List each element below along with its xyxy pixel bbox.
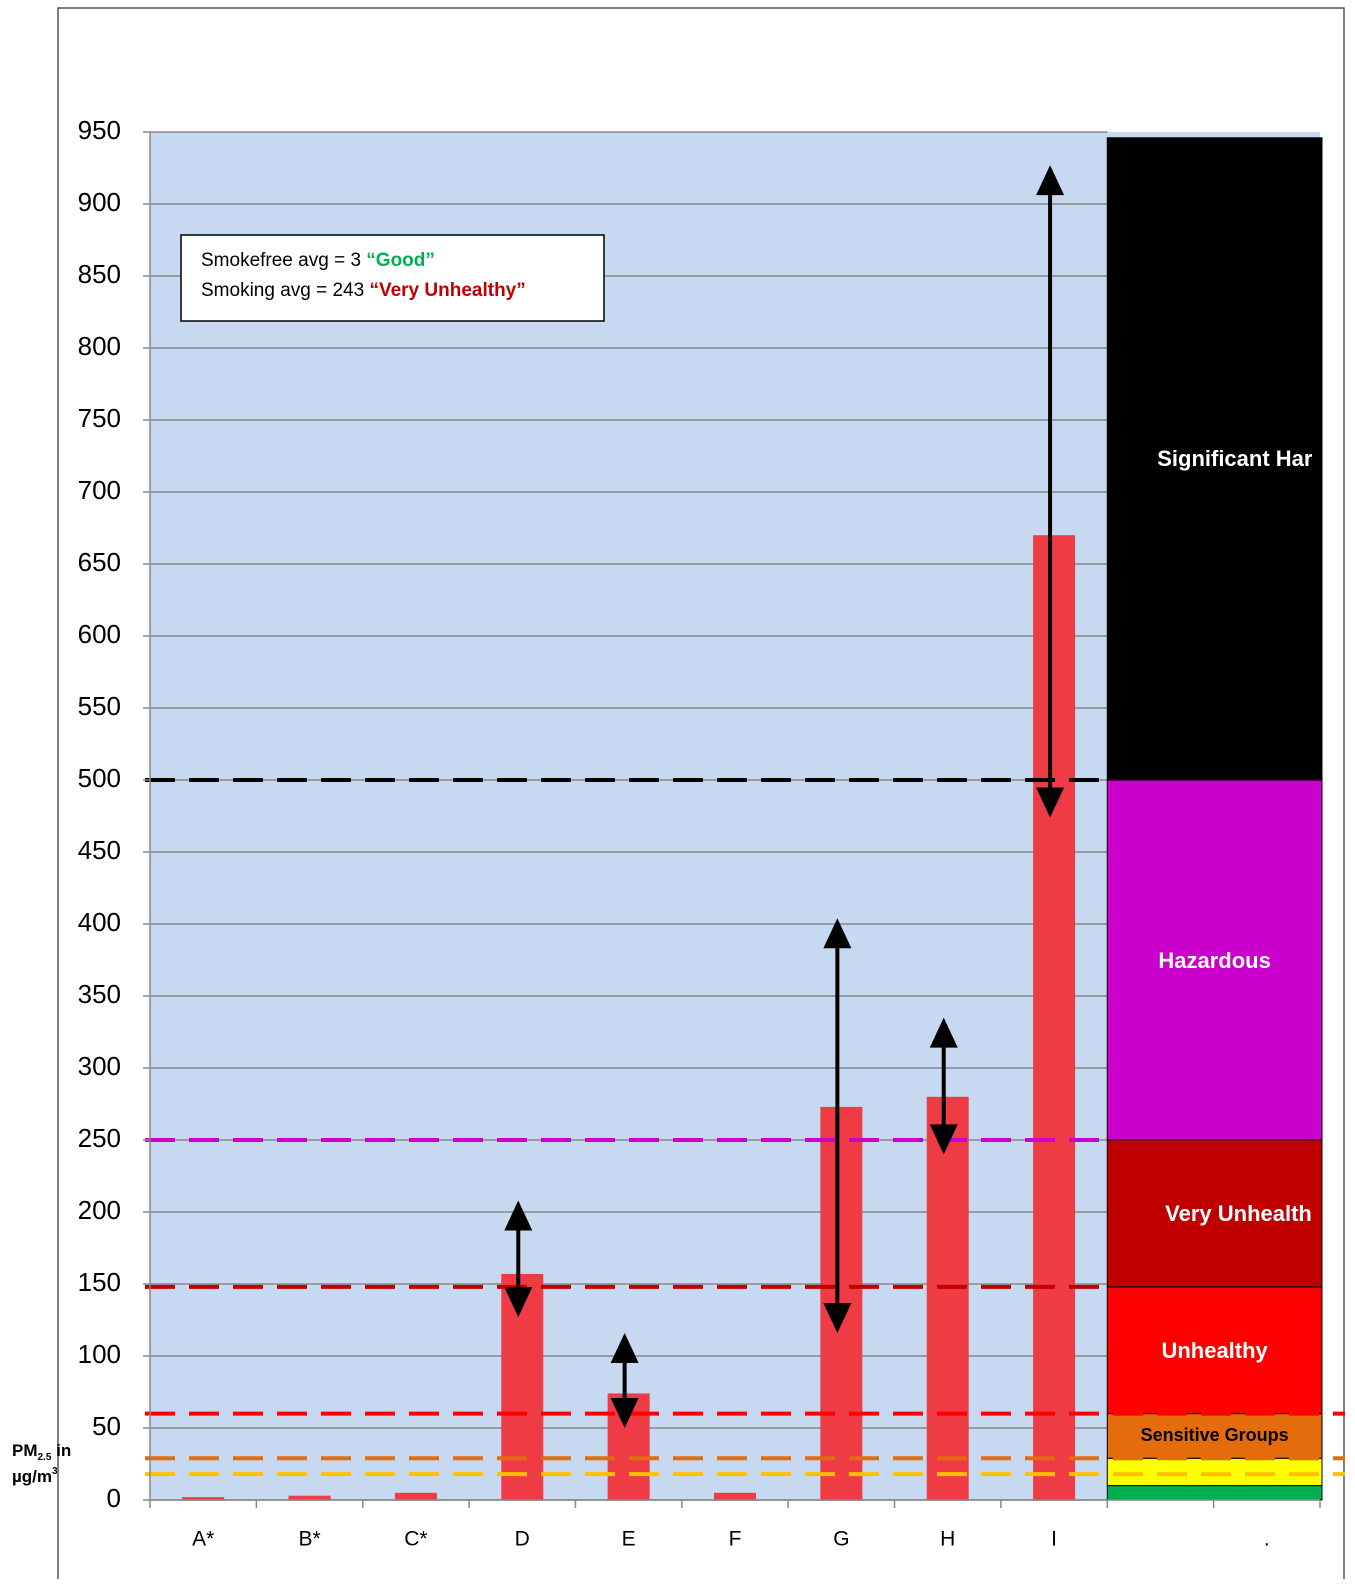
arrow-head bbox=[1036, 165, 1065, 196]
y-tick-label: 0 bbox=[107, 1483, 121, 1513]
x-tick-label: F bbox=[729, 1528, 742, 1551]
arrow-head bbox=[610, 1398, 639, 1428]
arrow-head bbox=[504, 1287, 533, 1318]
range-arrow bbox=[823, 918, 852, 1333]
annotation-line: Smokefree avg = 3 “Good” bbox=[201, 250, 435, 271]
y-tick-label: 900 bbox=[78, 187, 121, 217]
bars bbox=[182, 535, 1076, 1500]
y-tick-label: 50 bbox=[92, 1411, 121, 1441]
aqi-band bbox=[1106, 137, 1323, 781]
band-label-box: Hazardous bbox=[1158, 947, 1271, 973]
band-label-box: Very Unhealthy bbox=[1165, 1200, 1312, 1226]
arrow-head bbox=[610, 1332, 639, 1363]
y-tick-label: 850 bbox=[78, 259, 121, 289]
y-tick-label: 350 bbox=[78, 979, 121, 1009]
aqi-band bbox=[1106, 779, 1323, 1141]
bar bbox=[1033, 535, 1076, 1500]
axes: 0 50 100 150 200 250 300 350 400 450 500 550 600 650 7… bbox=[78, 115, 1321, 1551]
band-label: Sensitive Groups bbox=[1140, 1425, 1289, 1446]
y-tick-label: 950 bbox=[78, 115, 121, 145]
annotation-line: Smoking avg = 243 “Very Unhealthy” bbox=[201, 280, 526, 301]
y-tick-label: 250 bbox=[78, 1123, 121, 1153]
bar bbox=[714, 1492, 756, 1500]
band-label: Hazardous bbox=[1158, 947, 1271, 973]
y-tick-label: 600 bbox=[78, 619, 121, 649]
band-column: Sensitive Groups Unhealthy Very Unhealthy H… bbox=[1106, 137, 1323, 1501]
band-label-box: Sensitive Groups bbox=[1140, 1425, 1289, 1446]
annotation-highlight: “Very Unhealthy” bbox=[369, 280, 525, 301]
aqi-band bbox=[1106, 1457, 1323, 1487]
y-axis-label: µg/m3 bbox=[12, 1466, 58, 1487]
band-label: Significant Harm bbox=[1157, 446, 1312, 472]
band-label-box: Unhealthy bbox=[1161, 1337, 1268, 1363]
x-tick-label: E bbox=[622, 1528, 636, 1551]
x-tick-label: G bbox=[833, 1528, 849, 1551]
band-label-box: Significant Harm bbox=[1157, 446, 1312, 472]
arrow-head bbox=[929, 1124, 958, 1155]
arrow-head bbox=[504, 1200, 533, 1231]
x-tick-label: H bbox=[940, 1528, 955, 1551]
bar bbox=[501, 1273, 544, 1500]
aqi-band bbox=[1106, 1286, 1323, 1415]
aqi-band bbox=[1106, 1485, 1323, 1501]
y-tick-label: 750 bbox=[78, 403, 121, 433]
y-axis-label: PM2.5 in bbox=[12, 1441, 71, 1462]
aqi-band bbox=[1106, 1413, 1323, 1459]
y-tick-label: 400 bbox=[78, 907, 121, 937]
range-arrow bbox=[1036, 165, 1065, 818]
arrow-head bbox=[823, 1302, 852, 1333]
y-label-main: PM bbox=[12, 1441, 38, 1460]
y-tick-label: 450 bbox=[78, 835, 121, 865]
y-tick-label: 300 bbox=[78, 1051, 121, 1081]
y-tick-label: 700 bbox=[78, 475, 121, 505]
y-tick-label: 550 bbox=[78, 691, 121, 721]
annotation-text: Smoking avg = 243 bbox=[201, 280, 369, 301]
x-tick-label: D bbox=[515, 1528, 530, 1551]
y-tick-label: 800 bbox=[78, 331, 121, 361]
band-label: Unhealthy bbox=[1161, 1337, 1268, 1363]
y-label-rest: in bbox=[51, 1441, 71, 1460]
arrows bbox=[504, 165, 1065, 1428]
x-tick-label: I bbox=[1051, 1528, 1057, 1551]
bar bbox=[394, 1492, 437, 1500]
bar bbox=[288, 1495, 331, 1500]
bar bbox=[182, 1497, 225, 1500]
y-tick-label: 650 bbox=[78, 547, 121, 577]
y-label-sub: 2.5 bbox=[38, 1452, 52, 1463]
range-arrow bbox=[929, 1017, 958, 1155]
annotation-text: Smokefree avg = 3 bbox=[201, 250, 366, 271]
aqi-band bbox=[1106, 1139, 1323, 1288]
annotation-highlight: “Good” bbox=[366, 250, 435, 271]
y-label-sup: 3 bbox=[52, 1466, 58, 1477]
annotation-box bbox=[180, 234, 605, 322]
x-tick-label: B* bbox=[298, 1528, 320, 1551]
y-tick-label: 200 bbox=[78, 1195, 121, 1225]
y-label-line2: µg/m bbox=[12, 1467, 52, 1486]
band-label: Very Unhealthy bbox=[1165, 1200, 1312, 1226]
y-tick-label: 100 bbox=[78, 1339, 121, 1369]
arrow-head bbox=[929, 1017, 958, 1048]
x-tick-label: . bbox=[1264, 1528, 1270, 1551]
y-tick-label: 500 bbox=[78, 763, 121, 793]
range-arrow bbox=[610, 1332, 639, 1428]
y-tick-label: 150 bbox=[78, 1267, 121, 1297]
bar bbox=[926, 1096, 969, 1500]
x-tick-label: C* bbox=[404, 1528, 427, 1551]
range-arrow bbox=[504, 1200, 533, 1318]
x-tick-label: A* bbox=[192, 1528, 214, 1551]
arrow-head bbox=[823, 918, 852, 949]
arrow-head bbox=[1036, 787, 1065, 818]
